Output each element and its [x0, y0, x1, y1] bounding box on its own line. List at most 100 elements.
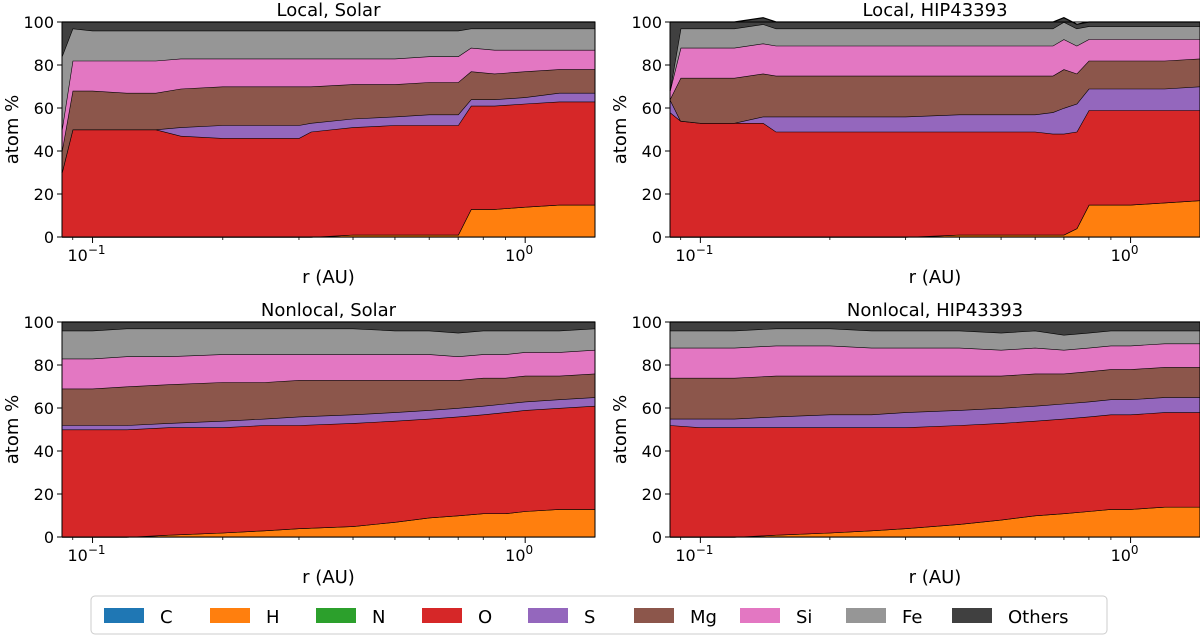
y-axis-label: atom %: [610, 395, 631, 464]
legend-swatch-n: [316, 608, 356, 623]
legend-frame: [90, 595, 1108, 635]
x-tick-exponent: 0: [526, 243, 534, 257]
legend-label-s: S: [584, 607, 595, 628]
legend-swatch-others: [952, 608, 992, 623]
x-tick-exponent: 0: [1131, 543, 1139, 557]
legend-swatch-mg: [634, 608, 674, 623]
area-fe: [670, 328, 1200, 350]
y-tick-label: 60: [642, 399, 662, 418]
y-tick-label: 40: [34, 142, 54, 161]
y-tick-label: 20: [642, 185, 662, 204]
plot-frame: [61, 321, 596, 538]
area-o: [62, 101, 595, 237]
y-tick-label: 80: [642, 356, 662, 375]
x-tick-label: 10−1: [675, 243, 713, 265]
chart-local-hip43393: 0 20 40 60 80 100 10−1 100 Local, HIP43393 r (AU)…: [610, 0, 1200, 288]
y-tick-label: 40: [642, 442, 662, 461]
plot-frame: [669, 321, 1200, 538]
legend-swatch-h: [210, 608, 250, 623]
area-s: [62, 92, 595, 173]
boundary-o: [62, 405, 596, 431]
legend-label-c: C: [160, 607, 173, 628]
y-tick-label: 100: [631, 13, 662, 32]
y-tick-label: 40: [642, 142, 662, 161]
area-others: [62, 22, 595, 57]
y-tick-label: 40: [34, 442, 54, 461]
y-axis-label: atom %: [2, 395, 23, 464]
x-tick-label: 10−1: [675, 543, 713, 565]
area-o: [62, 405, 595, 537]
legend-label-mg: Mg: [690, 607, 717, 628]
x-axis-label: r (AU): [302, 267, 355, 288]
x-tick-label: 100: [505, 243, 533, 265]
area-s: [670, 86, 1200, 134]
panel-title: Local, HIP43393: [862, 0, 1007, 21]
chart-local-solar: 0 20 40 60 80 100 10−1 100 Local, Solar r (AU) ato…: [2, 0, 596, 288]
legend-label-others: Others: [1008, 607, 1069, 628]
x-tick-label: 100: [1111, 243, 1139, 265]
panel-title: Local, Solar: [277, 0, 382, 21]
x-tick-exponent: −1: [88, 543, 106, 557]
x-axis-label: r (AU): [909, 567, 962, 588]
legend-swatch-si: [740, 608, 780, 623]
y-tick-label: 80: [34, 56, 54, 75]
area-fe: [670, 22, 1200, 91]
x-axis-label: r (AU): [909, 267, 962, 288]
y-tick-label: 20: [34, 485, 54, 504]
panel-title: Nonlocal, Solar: [261, 300, 397, 321]
area-others: [62, 322, 595, 333]
legend: C H N O S Mg Si Fe Others: [90, 595, 1108, 635]
y-tick-label: 80: [642, 56, 662, 75]
x-tick-exponent: 0: [526, 543, 534, 557]
y-tick-label: 20: [642, 485, 662, 504]
y-tick-label: 60: [34, 99, 54, 118]
area-mg: [62, 69, 595, 173]
y-tick-label: 80: [34, 356, 54, 375]
area-h: [62, 509, 595, 537]
area-fe: [62, 28, 595, 130]
x-tick-label: 100: [1111, 543, 1139, 565]
legend-swatch-fe: [846, 608, 886, 623]
x-tick-label: 10−1: [68, 543, 106, 565]
area-o: [670, 412, 1200, 537]
y-tick-label: 0: [652, 228, 662, 247]
legend-label-h: H: [266, 607, 280, 628]
area-h: [670, 506, 1200, 537]
legend-label-si: Si: [796, 607, 812, 628]
x-tick-exponent: −1: [88, 243, 106, 257]
x-tick-label: 100: [505, 543, 533, 565]
chart-nonlocal-solar: 0 20 40 60 80 100 10−1 100 Nonlocal, Solar r (AU)…: [2, 300, 596, 588]
x-tick-exponent: −1: [696, 243, 714, 257]
y-tick-label: 100: [631, 313, 662, 332]
x-axis-label: r (AU): [302, 567, 355, 588]
y-tick-label: 0: [44, 228, 54, 247]
area-mg: [670, 367, 1200, 419]
y-tick-label: 60: [34, 399, 54, 418]
y-tick-label: 20: [34, 185, 54, 204]
x-tick-exponent: 0: [1131, 243, 1139, 257]
legend-label-fe: Fe: [902, 607, 922, 628]
area-o: [670, 110, 1200, 237]
legend-label-o: O: [478, 607, 492, 628]
chart-nonlocal-hip43393: 0 20 40 60 80 100 10−1 100 Nonlocal, HIP43393 r (…: [610, 300, 1200, 588]
y-tick-label: 100: [23, 313, 54, 332]
y-axis-label: atom %: [610, 95, 631, 164]
area-others: [670, 17, 1200, 91]
area-mg: [670, 58, 1200, 123]
legend-swatch-o: [422, 608, 462, 623]
area-mg: [62, 373, 595, 426]
plot-frame: [61, 21, 596, 238]
area-s: [670, 397, 1200, 428]
legend-swatch-s: [528, 608, 568, 623]
area-others: [670, 322, 1200, 335]
area-si: [670, 39, 1200, 100]
x-tick-label: 10−1: [68, 243, 106, 265]
y-tick-label: 60: [642, 99, 662, 118]
area-si: [62, 349, 595, 389]
x-tick-exponent: −1: [696, 543, 714, 557]
area-s: [62, 397, 595, 430]
y-tick-label: 0: [652, 528, 662, 547]
panel-title: Nonlocal, HIP43393: [847, 300, 1023, 321]
area-si: [62, 47, 595, 151]
